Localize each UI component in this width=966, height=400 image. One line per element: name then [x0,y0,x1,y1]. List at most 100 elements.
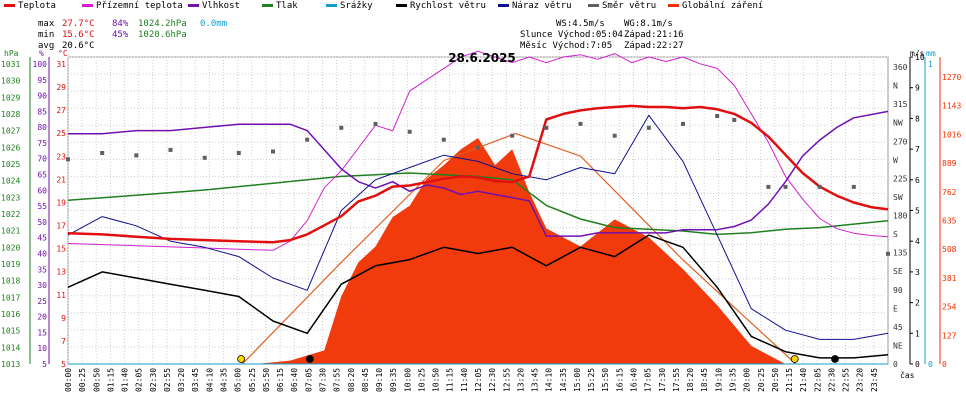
humidity-axis-tick: 80 [37,123,47,132]
x-tick-label: 21:40 [799,368,808,392]
x-tick-label: 05:00 [234,368,243,392]
x-tick-label: 01:40 [121,368,130,392]
humidity-axis-tick: 15 [37,328,47,337]
stat-wg: WG:8.1m/s [624,19,673,29]
wind-axis-tick: 4 [915,237,920,246]
x-tick-label: 20:25 [757,368,766,392]
legend-item-vlhkost: Vlhkost [188,1,240,12]
stat-max-hum: 84% [112,19,129,29]
x-tick-label: 00:25 [78,368,87,392]
pressure-axis-tick: 1028 [1,110,20,119]
wind-axis-tick: 7 [915,145,920,154]
legend-label: Směr větru [602,1,657,11]
sunrise-marker [237,355,246,363]
humidity-axis-tick: 50 [37,218,47,227]
radiation-axis-tick: 381 [942,274,957,283]
pressure-axis-tick: 1023 [1,193,20,202]
humidity-axis-tick: 100 [33,60,48,69]
wind-axis-title: m/s [910,49,925,58]
legend-swatch [396,4,407,7]
direction-axis-tick: S [893,230,898,239]
wind-axis-tick: 1 [915,329,920,338]
chart-title: 28.6.2025 [448,51,516,65]
x-tick-label: 08:45 [361,368,370,392]
x-tick-label: 07:05 [304,368,313,392]
wind-direction-point [612,133,617,138]
x-tick-label: 17:05 [644,368,653,392]
legend-swatch [188,4,199,7]
temp-axis-tick: 13 [56,268,66,277]
x-tick-label: 00:50 [92,368,101,392]
x-tick-label: 16:15 [615,368,624,392]
wind-axis-tick: 5 [915,207,920,216]
temp-axis-tick: 21 [56,175,66,184]
pressure-axis-tick: 1025 [1,160,20,169]
pressure-axis-tick: 1013 [1,360,20,369]
legend-item-teplota: Teplota [4,1,56,12]
moonrise-marker [305,355,314,363]
direction-axis-tick: E [893,304,898,313]
legend-label: Rychlost větru [410,1,486,11]
x-tick-label: 02:05 [135,368,144,392]
stat-avg-label: avg [38,41,54,51]
x-tick-label: 23:20 [856,368,865,392]
x-tick-label: 19:10 [714,368,723,392]
x-tick-label: 09:10 [375,368,384,392]
x-tick-label: 00:00 [64,368,73,392]
pressure-axis-tick: 1017 [1,293,20,302]
x-tick-label: 13:45 [531,368,540,392]
radiation-axis-tick: 1270 [942,73,961,82]
radiation-axis-tick: 0 [942,360,947,369]
wind-direction-point [578,121,583,126]
pressure-axis-tick: 1026 [1,143,20,152]
humidity-axis-title: % [39,49,44,58]
wind-direction-point [373,121,378,126]
series-globalni-zareni [68,138,888,364]
wind-axis-tick: 9 [915,84,920,93]
wind-direction-point [134,153,139,158]
humidity-axis-tick: 35 [37,265,47,274]
x-tick-label: 15:00 [573,368,582,392]
direction-axis-tick: 360 [893,63,908,72]
x-tick-label: 12:55 [502,368,511,392]
direction-axis-tick: NE [893,341,903,350]
stat-max-press: 1024.2hPa [138,19,187,29]
legend-item-globalni-zareni: Globální záření [668,1,763,12]
wind-direction-point [202,155,207,160]
x-tick-label: 20:00 [743,368,752,392]
pressure-axis-tick: 1014 [1,343,20,352]
x-tick-label: 13:20 [516,368,525,392]
x-tick-label: 21:15 [785,368,794,392]
legend-swatch [498,4,509,7]
humidity-axis-tick: 20 [37,313,47,322]
humidity-axis-tick: 55 [37,202,47,211]
legend-item-tlak: Tlak [262,1,298,12]
direction-axis-tick: 0 [893,360,898,369]
stat-mesic-zapad: Západ:22:27 [624,41,684,51]
x-tick-label: 14:35 [559,368,568,392]
series-rychlost-vetru [67,234,889,359]
rain-axis-title: mm [926,49,936,58]
x-tick-label: 12:05 [474,368,483,392]
wind-direction-point [66,157,70,162]
series-teoreticke-zareni [241,132,797,365]
humidity-axis-tick: 85 [37,107,47,116]
wind-direction-point [476,145,480,150]
humidity-axis-tick: 65 [37,171,47,180]
axes-layer: 00:00 00:25 00:50 01:15 01:40 02:05 02:30 02:55… [1,49,961,392]
radiation-axis-tick: 1143 [942,102,961,111]
humidity-axis-tick: 25 [37,297,47,306]
wind-direction-point [715,114,720,118]
x-tick-label: 10:50 [432,368,441,392]
wind-direction-point [886,251,890,256]
pressure-axis-tick: 1019 [1,260,20,269]
legend-item-naraz-vetru: Náraz větru [498,1,572,12]
x-tick-label: 18:20 [686,368,695,392]
humidity-axis-tick: 60 [37,186,47,195]
stat-max-label: max [38,19,55,29]
wind-direction-point [851,184,856,189]
stat-min-press: 1020.6hPa [138,30,187,40]
temp-axis-tick: 23 [56,152,66,161]
pressure-axis-tick: 1030 [1,77,20,86]
pressure-axis-tick: 1022 [1,210,20,219]
